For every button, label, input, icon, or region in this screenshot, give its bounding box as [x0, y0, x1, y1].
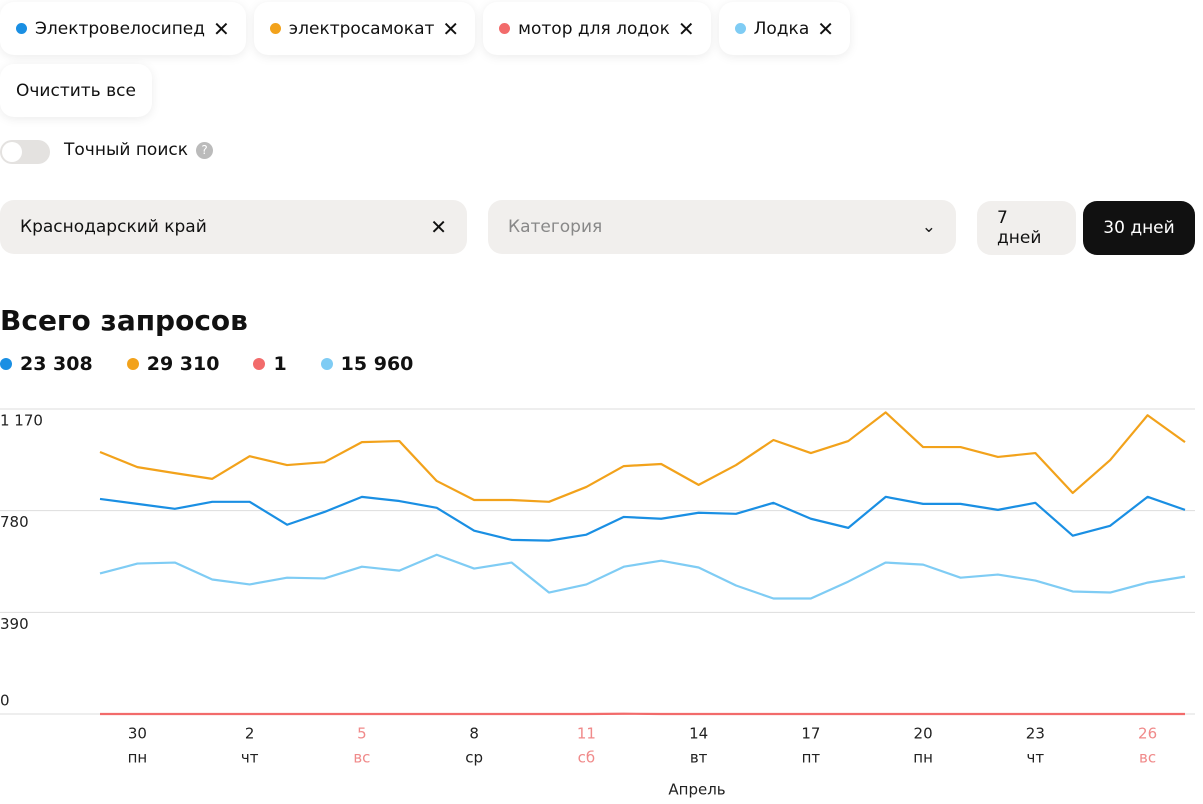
- toggle[interactable]: [0, 140, 50, 164]
- y-tick-label: 0: [0, 692, 10, 710]
- legend-total: 1: [273, 353, 287, 375]
- region-select[interactable]: Краснодарский край ✕: [0, 200, 467, 254]
- series-line: [99, 411, 1186, 503]
- x-tick-label: 14: [689, 725, 708, 743]
- chip-remove: ✕: [677, 16, 695, 41]
- chip-text: Электровелосипед: [35, 18, 206, 39]
- legend-item: 29 310: [126, 353, 220, 375]
- x-axis-label: Апрель: [668, 781, 725, 799]
- chip-text: электросамокат: [288, 18, 435, 39]
- legend-item: 1: [253, 353, 287, 375]
- clear-icon[interactable]: ✕: [430, 215, 447, 239]
- x-tick-weekday: сб: [578, 749, 596, 767]
- x-tick-weekday: вс: [1139, 749, 1156, 767]
- chip-dot: [499, 23, 511, 34]
- legend-item: 15 960: [320, 353, 414, 375]
- x-tick-weekday: пн: [913, 749, 933, 767]
- clear-all[interactable]: Очистить все: [0, 64, 152, 117]
- x-tick-label: 30: [128, 725, 147, 743]
- x-tick-label: 20: [914, 725, 933, 743]
- chip-dot: [734, 23, 746, 34]
- x-tick-label: 5: [357, 725, 367, 743]
- category-select[interactable]: Категория ⌄: [488, 200, 956, 254]
- x-tick-label: 11: [577, 725, 596, 743]
- exact-search-label: Точный поиск: [64, 140, 188, 160]
- legend-dot: [253, 358, 266, 370]
- y-tick-label: 780: [0, 513, 29, 531]
- series-chip[interactable]: электросамокат ✕: [253, 2, 476, 55]
- series-line: [99, 495, 1186, 542]
- chip-text: мотор для лодок: [518, 18, 670, 39]
- x-tick-label: 8: [469, 725, 479, 743]
- chip-dot: [16, 23, 27, 34]
- clear-all-text: Очистить все: [16, 80, 136, 101]
- legend-item: 23 308: [0, 353, 93, 375]
- x-tick-weekday: пт: [802, 749, 821, 767]
- chip-remove: ✕: [213, 16, 230, 41]
- category-text: Категория: [508, 217, 603, 237]
- region-text: Краснодарский край: [20, 217, 207, 237]
- exact-search: Точный поиск?: [64, 140, 213, 160]
- help-icon[interactable]: ?: [196, 141, 213, 159]
- chip-text: Лодка: [753, 18, 810, 39]
- legend-dot: [0, 358, 12, 370]
- legend-total: 15 960: [340, 353, 414, 375]
- x-tick-label: 2: [245, 725, 255, 743]
- x-tick-weekday: чт: [1027, 749, 1045, 767]
- x-tick-weekday: чт: [241, 749, 259, 767]
- x-tick-label: 26: [1138, 725, 1157, 743]
- period-7[interactable]: 7 дней: [977, 201, 1076, 255]
- period-7-text: 7 дней: [997, 208, 1042, 248]
- series-chip[interactable]: Лодка ✕: [718, 2, 850, 55]
- toggle-knob: [2, 142, 22, 162]
- chips: Электровелосипед ✕ электросамокат ✕ мотор дл…: [0, 2, 850, 55]
- chevron: ⌄: [921, 217, 936, 237]
- x-tick-label: 23: [1026, 725, 1045, 743]
- x-tick-weekday: вс: [353, 749, 370, 767]
- legend-dot: [126, 358, 139, 370]
- x-tick-weekday: пн: [128, 749, 148, 767]
- chip-remove: ✕: [442, 16, 460, 41]
- period-30[interactable]: 30 дней: [1083, 201, 1195, 255]
- legend-total: 29 310: [146, 353, 220, 375]
- x-tick-weekday: вт: [690, 749, 708, 767]
- y-tick-label: 390: [0, 615, 29, 633]
- series-chip[interactable]: Электровелосипед ✕: [0, 2, 246, 55]
- legend: 23 308 29 310 1 15 960: [0, 353, 413, 375]
- period-30-text: 30 дней: [1103, 218, 1175, 238]
- chart-title: Всего запросов: [0, 304, 248, 337]
- chip-dot: [269, 23, 281, 34]
- x-tick-weekday: ср: [465, 749, 483, 767]
- x-tick-label: 17: [801, 725, 820, 743]
- series-chip[interactable]: мотор для лодок ✕: [483, 2, 711, 55]
- series-line: [99, 553, 1186, 600]
- y-tick-label: 1 170: [0, 412, 43, 430]
- legend-dot: [320, 358, 333, 370]
- chip-remove: ✕: [817, 16, 834, 41]
- legend-total: 23 308: [20, 353, 93, 375]
